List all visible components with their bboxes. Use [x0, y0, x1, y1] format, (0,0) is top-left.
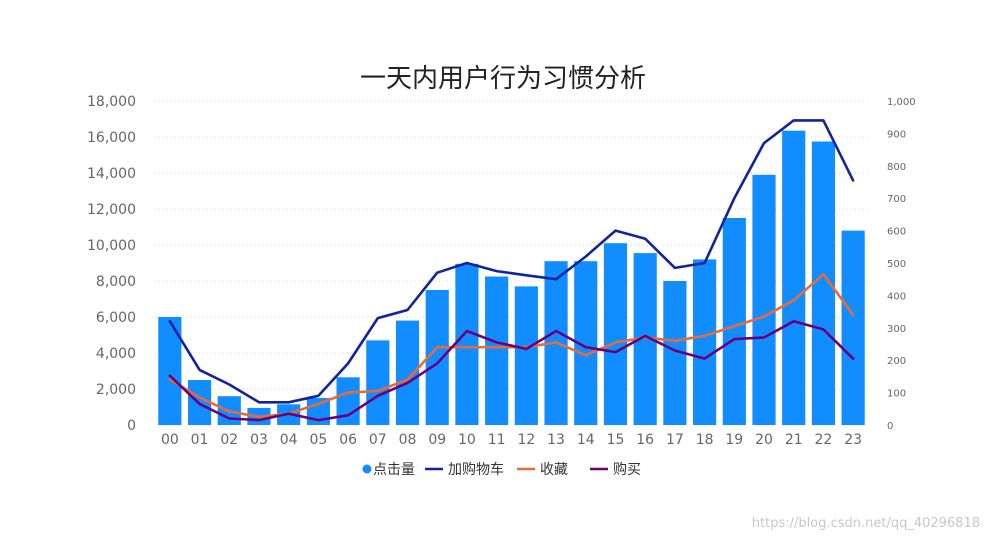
x-tick-label: 20	[755, 432, 773, 448]
right-tick-label: 800	[887, 162, 906, 173]
x-tick-label: 10	[458, 432, 476, 448]
bar-12	[514, 286, 538, 425]
bar-20	[752, 174, 776, 425]
right-tick-label: 600	[887, 227, 906, 238]
right-tick-label: 400	[887, 291, 906, 302]
right-tick-label: 100	[887, 389, 906, 400]
left-tick-label: 10,000	[87, 238, 136, 254]
bar-08	[395, 320, 420, 425]
bar-22	[811, 141, 836, 425]
bar-23	[841, 230, 865, 425]
legend-label: 点击量	[373, 462, 415, 478]
left-tick-label: 2,000	[96, 382, 136, 398]
left-tick-label: 16,000	[87, 130, 136, 146]
left-tick-label: 14,000	[87, 166, 136, 182]
left-tick-label: 4,000	[96, 346, 136, 362]
x-tick-label: 02	[220, 432, 238, 448]
x-tick-label: 15	[607, 432, 625, 448]
x-tick-label: 07	[369, 432, 387, 448]
right-tick-label: 700	[887, 194, 906, 205]
left-tick-label: 0	[127, 418, 136, 434]
right-tick-label: 900	[887, 129, 906, 140]
x-tick-label: 16	[636, 432, 654, 448]
legend-label: 购买	[613, 462, 641, 478]
bar-16	[633, 253, 657, 425]
chart-title: 一天内用户行为习惯分析	[360, 64, 646, 94]
x-tick-label: 13	[547, 432, 565, 448]
x-axis-ticks: 00 01 02 03 04 05 06 07 08 09 10 11 12 13 14 15 16 17 18 19…	[161, 432, 862, 448]
legend: 点击量 加购物车 收藏 购买	[362, 461, 641, 478]
x-tick-label: 19	[725, 432, 743, 448]
x-tick-label: 22	[815, 432, 833, 448]
left-tick-label: 8,000	[96, 274, 136, 290]
line-series-2	[168, 319, 855, 422]
legend-label: 加购物车	[448, 461, 504, 478]
bar-17	[663, 281, 687, 425]
bar-15	[603, 243, 628, 425]
bar-00	[158, 317, 182, 425]
x-tick-label: 17	[666, 432, 684, 448]
line-series-0	[168, 119, 855, 404]
right-tick-label: 0	[887, 421, 893, 432]
x-tick-label: 09	[428, 432, 446, 448]
x-tick-label: 06	[339, 432, 357, 448]
x-tick-label: 08	[399, 432, 417, 448]
gridlines	[155, 100, 868, 390]
bar-18	[693, 259, 717, 425]
x-tick-label: 23	[844, 432, 862, 448]
bar-14	[574, 261, 598, 425]
bar-10	[455, 263, 479, 425]
x-tick-label: 18	[696, 432, 714, 448]
x-tick-label: 00	[161, 432, 179, 448]
line-series	[168, 119, 855, 422]
legend-label: 收藏	[540, 462, 568, 478]
right-tick-label: 1,000	[887, 97, 916, 108]
left-axis-ticks: 0 2,000 4,000 6,000 8,000 10,000 12,000 14,000 1…	[87, 94, 136, 434]
bar-09	[425, 290, 449, 425]
bar-06	[336, 377, 360, 425]
bar-series	[158, 130, 865, 425]
bar-11	[485, 276, 509, 425]
bar-07	[366, 340, 390, 425]
x-tick-label: 03	[250, 432, 268, 448]
x-tick-label: 05	[309, 432, 327, 448]
legend-marker	[362, 464, 372, 474]
left-tick-label: 18,000	[87, 94, 136, 110]
left-tick-label: 6,000	[96, 310, 136, 326]
x-tick-label: 12	[517, 432, 535, 448]
bar-19	[722, 218, 746, 425]
x-tick-label: 14	[577, 432, 595, 448]
right-axis-ticks: 0 100 200 300 400 500 600 700 800 900 1,000	[887, 97, 916, 432]
right-tick-label: 300	[887, 324, 906, 335]
x-tick-label: 21	[785, 432, 803, 448]
x-tick-label: 04	[280, 432, 298, 448]
left-tick-label: 12,000	[87, 202, 136, 218]
x-tick-label: 11	[488, 432, 506, 448]
bar-21	[782, 130, 806, 425]
watermark: https://blog.csdn.net/qq_40296818	[752, 516, 980, 531]
right-tick-label: 200	[887, 356, 906, 367]
right-tick-label: 500	[887, 259, 906, 270]
x-tick-label: 01	[191, 432, 209, 448]
